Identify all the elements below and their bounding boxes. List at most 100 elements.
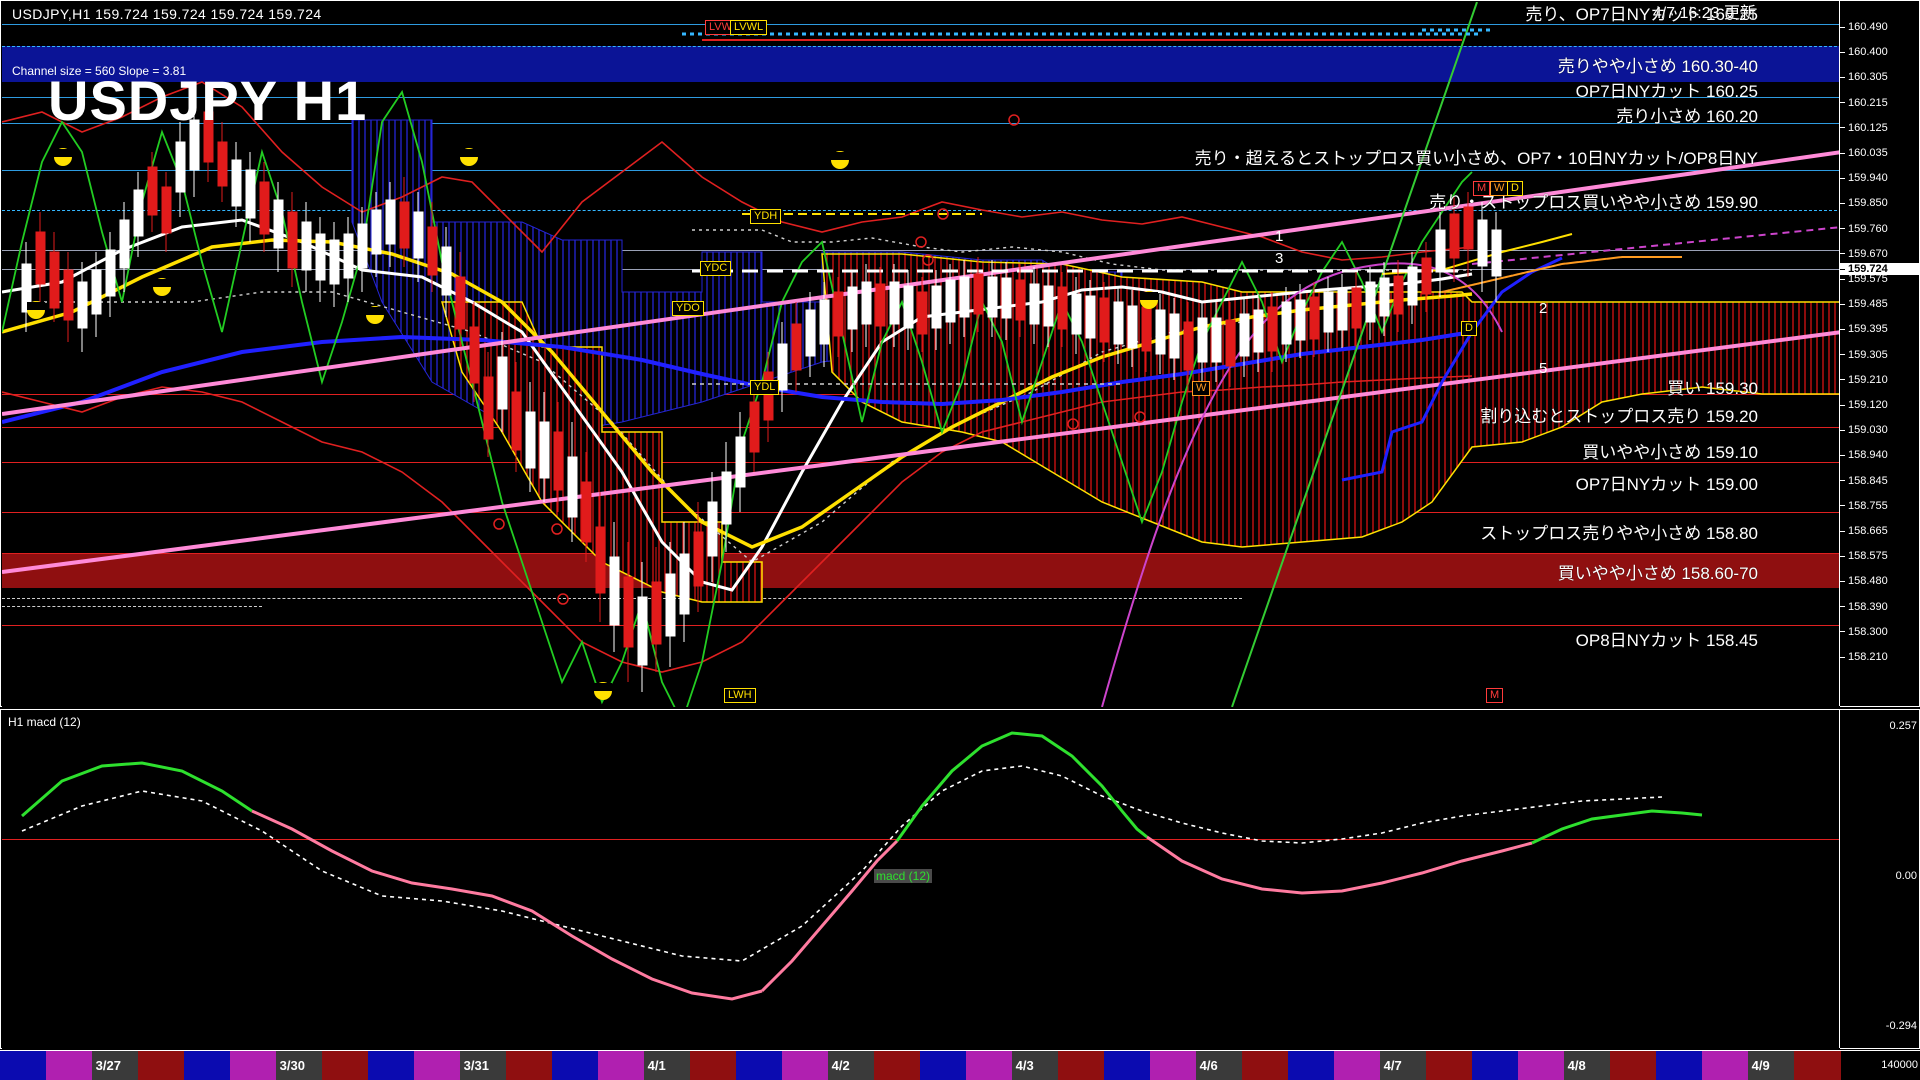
session-block (874, 1051, 921, 1080)
session-block (966, 1051, 1013, 1080)
macd-series-svg (21, 731, 1703, 1001)
date-label: 4/7 (1383, 1058, 1402, 1073)
session-block (1702, 1051, 1749, 1080)
wave-number-1: 1 (1275, 228, 1284, 245)
session-block (1656, 1051, 1703, 1080)
tag-period-weekly: W (1490, 181, 1509, 196)
price-series-svg (2, 2, 1840, 707)
macd-scale: 0.257 0.00 -0.294 (1839, 710, 1919, 1048)
session-block (598, 1051, 645, 1080)
session-block (1104, 1051, 1151, 1080)
annotation-0: 売り、OP7日NYカット 160.25 (1525, 5, 1758, 24)
price-tick: 158.575 (1840, 550, 1920, 562)
date-axis[interactable]: 3/27 3/30 3/31 4/1 4/2 4/3 4/6 4/7 4/8 4/9 140000 (0, 1050, 1920, 1080)
session-block (1288, 1051, 1335, 1080)
price-tick: 159.575 (1840, 273, 1920, 285)
session-block (828, 1051, 875, 1080)
date-label: 4/2 (831, 1058, 850, 1073)
price-tick: 160.305 (1840, 71, 1920, 83)
chart-watermark: USDJPY H1 (48, 69, 368, 132)
price-scale[interactable]: 160.490 160.400 160.305 160.215 160.125 160.0… (1839, 1, 1920, 706)
price-tick: 159.305 (1840, 349, 1920, 361)
tag-ydo: YDO (672, 301, 704, 316)
level-line-160-035 (2, 170, 1840, 171)
price-tick: 159.485 (1840, 298, 1920, 310)
session-block (1380, 1051, 1427, 1080)
date-label: 3/27 (95, 1058, 121, 1073)
price-tick: 160.215 (1840, 97, 1920, 109)
session-block (1564, 1051, 1611, 1080)
level-line-160-250 (2, 97, 1840, 98)
date-label: 4/9 (1751, 1058, 1770, 1073)
macd-plot-area[interactable]: H1 macd (12) macd (12) (2, 711, 1840, 1049)
price-plot-area[interactable]: LVWH LVWL YDH YDC YDO YDL LWH M W D D W … (2, 2, 1840, 707)
tag-ydl: YDL (750, 380, 780, 395)
dashed-level-158-520 (2, 606, 262, 607)
annotation-update-time: 4/7 16:23 更新 (1652, 5, 1756, 22)
price-tick: 159.670 (1840, 248, 1920, 260)
level-line-dashed-160-400 (2, 46, 1840, 47)
session-block (552, 1051, 599, 1080)
price-tick: 158.940 (1840, 449, 1920, 461)
annotation-3: OP7日NYカット 160.25 (1575, 82, 1758, 101)
annotation-5: 売り・超えるとストップロス買い小さめ、OP7・10日NYカット/OP8日NY (1194, 149, 1758, 168)
session-block (138, 1051, 185, 1080)
session-block (782, 1051, 829, 1080)
price-tick: 158.755 (1840, 500, 1920, 512)
session-block (414, 1051, 461, 1080)
macd-zero-line (2, 839, 1840, 840)
level-line-159-760 (2, 250, 1840, 251)
session-block (0, 1051, 47, 1080)
price-tick: 159.850 (1840, 197, 1920, 209)
session-block (1748, 1051, 1795, 1080)
sell-zone-160-30-40 (2, 46, 1840, 82)
session-block (322, 1051, 369, 1080)
symbol-header: USDJPY,H1 159.724 159.724 159.724 159.72… (12, 6, 322, 22)
session-block (1794, 1051, 1841, 1080)
price-tick: 160.035 (1840, 147, 1920, 159)
tag-lvwh: LVWL (730, 20, 768, 35)
price-tick: 159.210 (1840, 374, 1920, 386)
session-block (736, 1051, 783, 1080)
session-block (460, 1051, 507, 1080)
macd-tick: 0.257 (1889, 720, 1917, 732)
support-line-158-450 (2, 625, 1840, 626)
buy-zone-158-60-70 (2, 553, 1840, 588)
session-block (184, 1051, 231, 1080)
session-block (644, 1051, 691, 1080)
date-label: 3/31 (463, 1058, 489, 1073)
session-block (1196, 1051, 1243, 1080)
session-block (92, 1051, 139, 1080)
macd-tick: 0.00 (1895, 870, 1917, 882)
price-tick: 159.030 (1840, 424, 1920, 436)
price-tick: 158.300 (1840, 626, 1920, 638)
date-label: 4/6 (1199, 1058, 1218, 1073)
price-tick: 158.665 (1840, 525, 1920, 537)
annotation-12: 買いやや小さめ 158.60-70 (1557, 564, 1758, 583)
session-block (1334, 1051, 1381, 1080)
date-label: 4/3 (1015, 1058, 1034, 1073)
date-label: 3/30 (279, 1058, 305, 1073)
session-block (1472, 1051, 1519, 1080)
tag-right-monthly: M (1486, 688, 1504, 703)
price-tick: 159.120 (1840, 399, 1920, 411)
session-block (1610, 1051, 1657, 1080)
date-label: 4/8 (1567, 1058, 1586, 1073)
annotation-7: 買い 159.30 (1667, 379, 1758, 398)
tag-ydc: YDC (700, 261, 732, 276)
tag-ydh: YDH (750, 209, 782, 224)
macd-panel-label: H1 macd (12) (8, 715, 81, 729)
support-line-158-800 (2, 553, 1840, 554)
price-pane: LVWH LVWL YDH YDC YDO YDL LWH M W D D W … (0, 0, 1920, 707)
session-block (1012, 1051, 1059, 1080)
level-line-160-490 (2, 24, 1840, 25)
price-tick: 160.490 (1840, 21, 1920, 33)
session-block (1426, 1051, 1473, 1080)
price-tick: 159.395 (1840, 323, 1920, 335)
date-label: 4/1 (647, 1058, 666, 1073)
session-block (1242, 1051, 1289, 1080)
wave-number-3: 3 (1275, 250, 1284, 267)
session-block (276, 1051, 323, 1080)
session-block (368, 1051, 415, 1080)
session-block (1058, 1051, 1105, 1080)
